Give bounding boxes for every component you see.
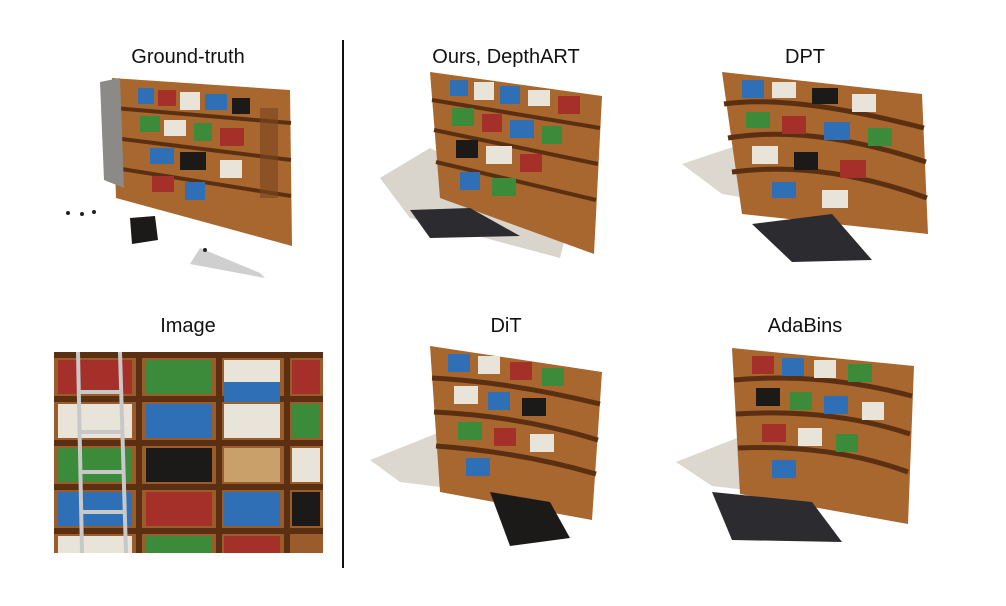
label-ground-truth: Ground-truth	[131, 46, 245, 68]
ours-point-cloud	[370, 68, 610, 258]
dit-point-cloud	[370, 342, 610, 547]
input-photo	[54, 352, 323, 553]
adabins-point-cloud	[672, 342, 932, 547]
vertical-divider	[342, 40, 344, 568]
ground-truth-point-cloud	[60, 68, 320, 278]
label-dpt: DPT	[785, 46, 825, 68]
label-dit: DiT	[490, 315, 522, 337]
dpt-point-cloud	[672, 64, 942, 264]
label-ours: Ours, DepthART	[432, 46, 580, 68]
label-adabins: AdaBins	[767, 315, 843, 337]
label-image: Image	[160, 315, 216, 337]
